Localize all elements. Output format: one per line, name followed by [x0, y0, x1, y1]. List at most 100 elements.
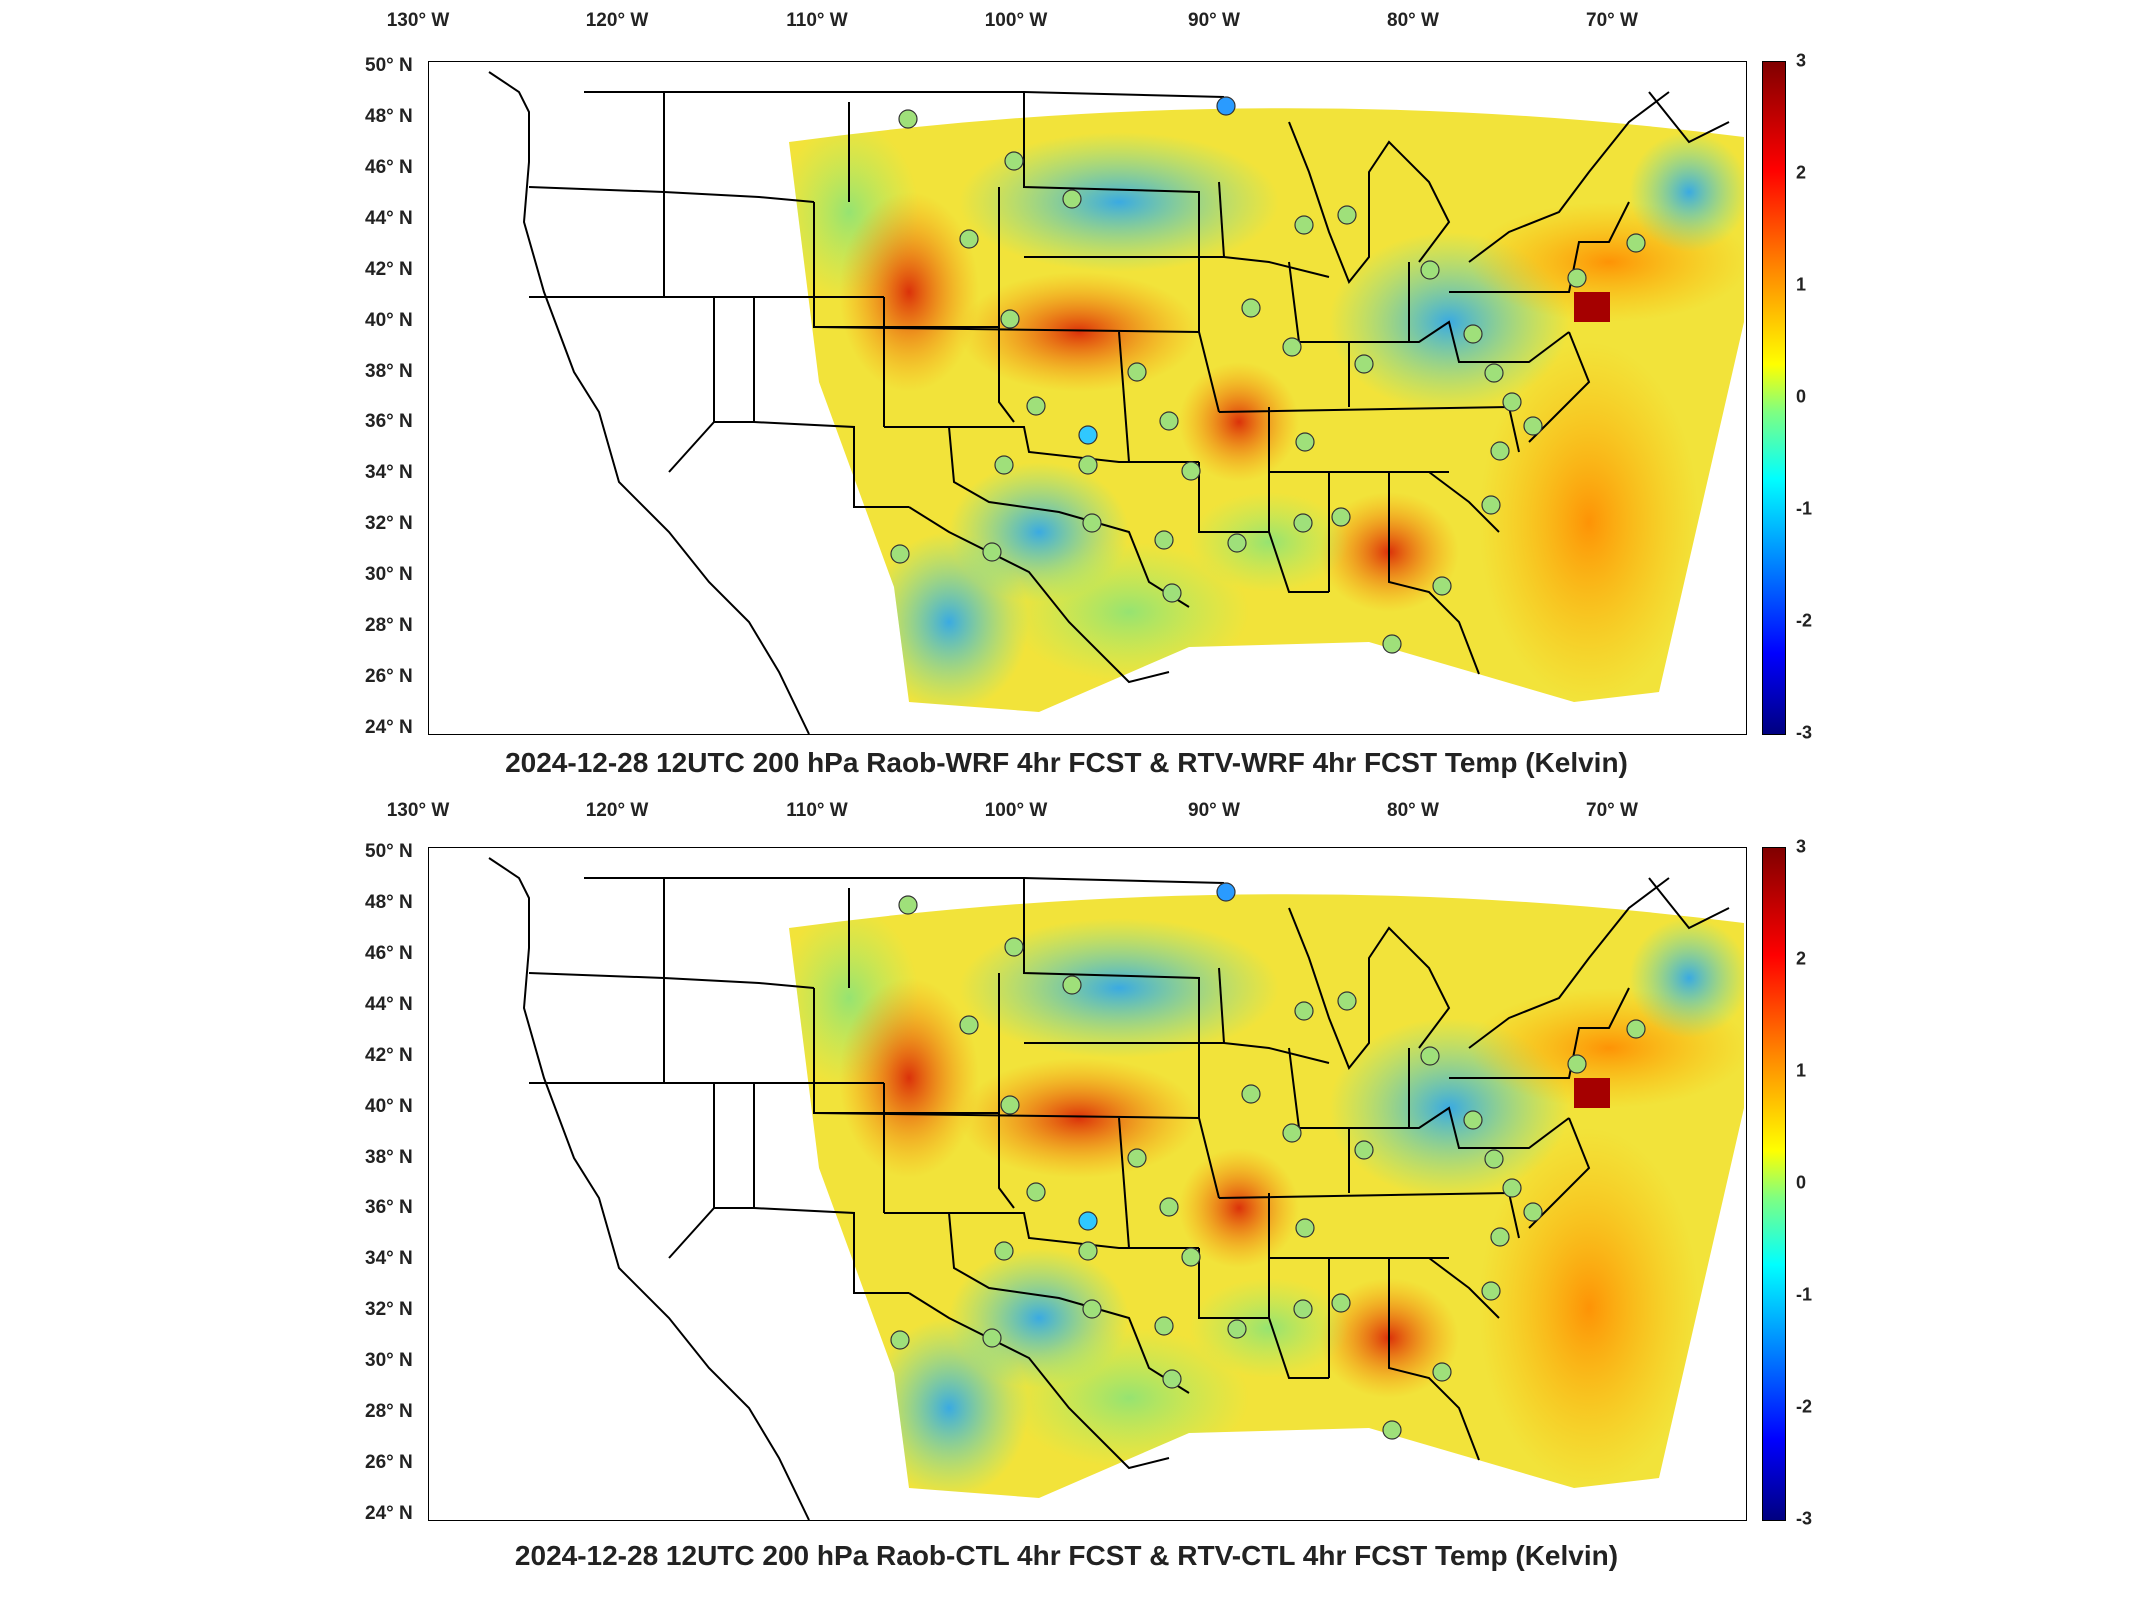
- station-marker: [1282, 1123, 1302, 1143]
- station-marker: [1078, 1211, 1098, 1231]
- station-marker: [959, 1015, 979, 1035]
- station-marker: [1502, 392, 1522, 412]
- longitude-label: 120° W: [585, 10, 649, 31]
- station-marker: [1159, 1197, 1179, 1217]
- station-marker: [1078, 1241, 1098, 1261]
- raob-stations: [890, 882, 1646, 1440]
- colorbar-tick-label: 3: [1796, 836, 1807, 857]
- station-marker: [982, 1328, 1002, 1348]
- station-marker: [1294, 1001, 1314, 1021]
- longitude-label: 130° W: [386, 10, 450, 31]
- station-marker: [1420, 260, 1440, 280]
- station-marker: [1523, 416, 1543, 436]
- colorbar-tick-label: -2: [1796, 610, 1813, 631]
- station-marker: [1481, 1281, 1501, 1301]
- station-marker: [994, 1241, 1014, 1261]
- station-marker: [1293, 513, 1313, 533]
- station-marker: [1082, 1299, 1102, 1319]
- longitude-label: 90° W: [1188, 10, 1240, 31]
- longitude-label: 120° W: [585, 800, 649, 821]
- latitude-label: 28° N: [365, 1401, 413, 1423]
- station-marker: [1626, 1019, 1646, 1039]
- station-marker: [1127, 362, 1147, 382]
- latitude-label: 28° N: [365, 615, 413, 637]
- station-marker: [1484, 363, 1504, 383]
- colorbar-tick-label: 0: [1796, 1172, 1807, 1193]
- station-marker: [890, 1330, 910, 1350]
- station-marker: [1294, 215, 1314, 235]
- latitude-label: 48° N: [365, 891, 413, 913]
- latitude-label: 48° N: [365, 105, 413, 127]
- map-title: 2024-12-28 12UTC 200 hPa Raob-WRF 4hr FC…: [505, 747, 1628, 778]
- latitude-label: 36° N: [365, 411, 413, 433]
- station-marker: [1295, 1218, 1315, 1238]
- latitude-label: 38° N: [365, 360, 413, 382]
- colorbar: [1762, 61, 1786, 735]
- station-marker: [1354, 354, 1374, 374]
- station-marker: [1154, 1316, 1174, 1336]
- station-marker: [1337, 205, 1357, 225]
- longitude-label: 70° W: [1586, 800, 1638, 821]
- station-marker: [1282, 337, 1302, 357]
- temperature-field: [789, 894, 1744, 1498]
- station-marker: [1062, 189, 1082, 209]
- colorbar: [1762, 847, 1786, 1521]
- latitude-label: 32° N: [365, 1299, 413, 1321]
- colorbar-tick-label: 1: [1796, 274, 1807, 295]
- station-marker: [1626, 233, 1646, 253]
- map-svg: [488, 857, 1744, 1520]
- latitude-label: 24° N: [365, 1503, 413, 1524]
- temperature-field: [789, 108, 1744, 712]
- station-marker: [1567, 268, 1587, 288]
- station-marker: [1241, 298, 1261, 318]
- latitude-label: 44° N: [365, 207, 413, 229]
- latitude-label: 40° N: [365, 309, 413, 331]
- longitude-label: 110° W: [786, 800, 848, 821]
- station-marker: [1216, 96, 1236, 116]
- latitude-label: 50° N: [365, 841, 413, 862]
- colorbar-tick-label: -1: [1796, 1284, 1813, 1305]
- station-marker: [1484, 1149, 1504, 1169]
- station-marker: [1337, 991, 1357, 1011]
- station-marker: [1523, 1202, 1543, 1222]
- station-marker: [1420, 1046, 1440, 1066]
- latitude-label: 50° N: [365, 55, 413, 76]
- station-marker: [1154, 530, 1174, 550]
- raob-stations: [890, 96, 1646, 654]
- latitude-label: 44° N: [365, 993, 413, 1015]
- station-marker: [1162, 583, 1182, 603]
- longitude-label: 70° W: [1586, 10, 1638, 31]
- latitude-label: 26° N: [365, 1452, 413, 1474]
- colorbar-tick-label: -3: [1796, 1508, 1813, 1529]
- longitude-label: 100° W: [984, 800, 1048, 821]
- longitude-label: 100° W: [984, 10, 1048, 31]
- station-marker: [1463, 1110, 1483, 1130]
- longitude-label: 90° W: [1188, 800, 1240, 821]
- colorbar-tick-label: 2: [1796, 948, 1807, 969]
- state-boundaries: [488, 857, 1730, 1520]
- station-marker: [898, 895, 918, 915]
- latitude-label: 34° N: [365, 462, 413, 484]
- longitude-label: 110° W: [786, 10, 848, 31]
- map-panel-top: 130° W 120° W 110° W 100° W 90° W 80° W 70° W …: [0, 0, 2133, 790]
- latitude-label: 46° N: [365, 156, 413, 178]
- station-marker: [1432, 1362, 1452, 1382]
- colorbar-tick-label: 3: [1796, 50, 1807, 71]
- station-marker: [1354, 1140, 1374, 1160]
- latitude-label: 46° N: [365, 942, 413, 964]
- station-marker: [1082, 513, 1102, 533]
- station-marker: [959, 229, 979, 249]
- station-marker: [1463, 324, 1483, 344]
- latitude-label: 26° N: [365, 666, 413, 688]
- map-title: 2024-12-28 12UTC 200 hPa Raob-CTL 4hr FC…: [514, 1540, 1619, 1571]
- latitude-label: 38° N: [365, 1146, 413, 1168]
- colorbar-tick-label: -2: [1796, 1396, 1813, 1417]
- station-marker: [1026, 1182, 1046, 1202]
- station-marker: [1567, 1054, 1587, 1074]
- map-plot-area: [428, 847, 1747, 1521]
- station-marker: [1227, 533, 1247, 553]
- latitude-label: 36° N: [365, 1197, 413, 1219]
- station-marker: [1502, 1178, 1522, 1198]
- station-marker: [1162, 1369, 1182, 1389]
- latitude-label: 24° N: [365, 717, 413, 738]
